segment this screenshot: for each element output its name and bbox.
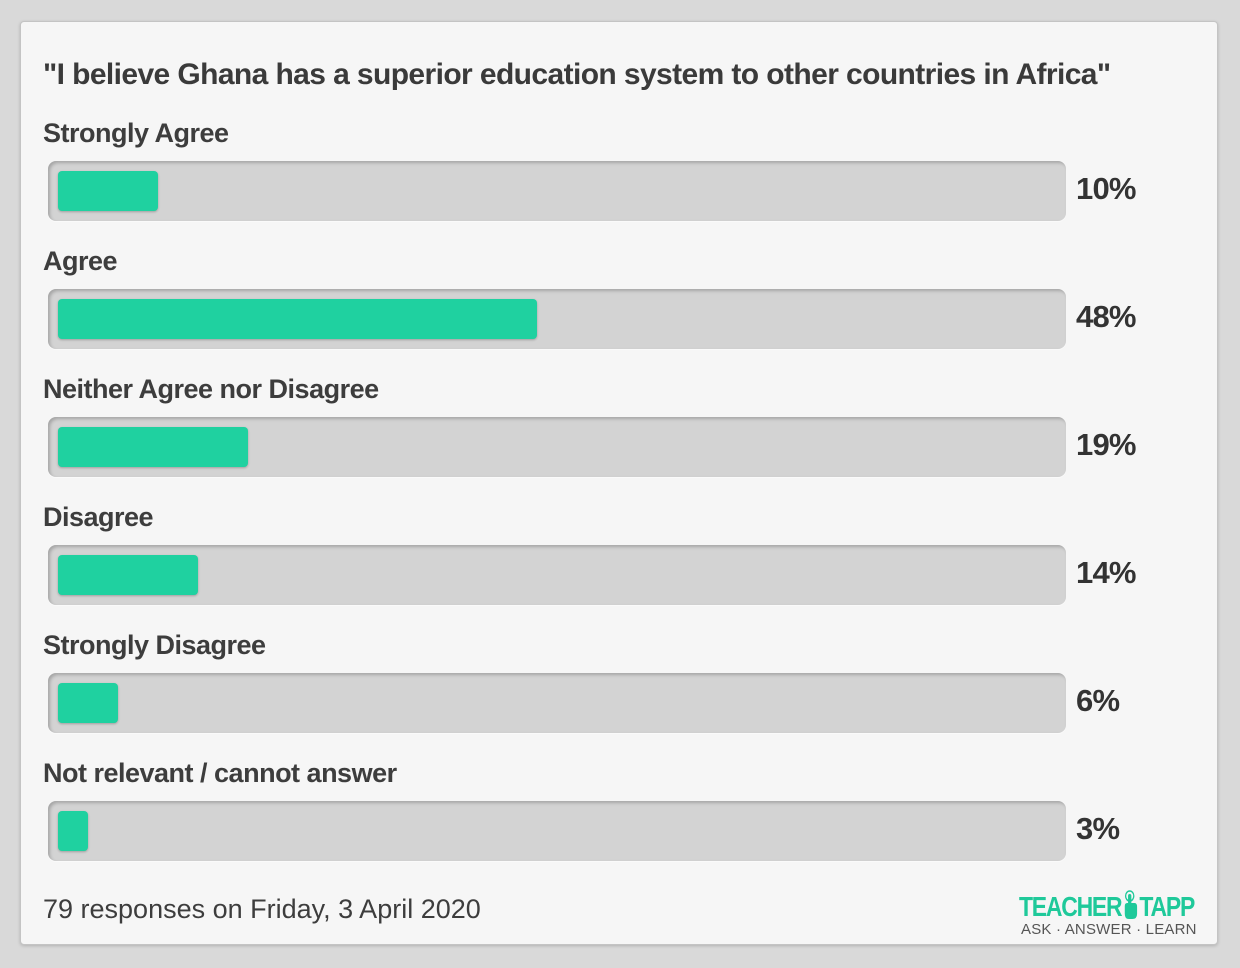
bar-fill xyxy=(58,299,538,339)
logo-wordmark: TEACHER TAPP xyxy=(1019,890,1195,923)
category-label: Strongly Disagree xyxy=(43,630,266,660)
bar-track xyxy=(48,801,1066,861)
bar-row: Strongly Disagree 6% xyxy=(21,630,1217,758)
bar-row: Neither Agree nor Disagree 19% xyxy=(21,374,1217,502)
category-label: Disagree xyxy=(43,502,154,532)
bar-track xyxy=(48,161,1066,221)
logo-text-right: TAPP xyxy=(1139,891,1195,922)
bar-row: Strongly Agree 10% xyxy=(21,118,1217,246)
value-label: 19% xyxy=(1076,427,1136,462)
chart-title: "I believe Ghana has a superior educatio… xyxy=(43,58,1111,91)
bar-track xyxy=(48,289,1066,349)
category-label: Strongly Agree xyxy=(43,118,229,148)
logo-tagline: ASK · ANSWER · LEARN xyxy=(1021,921,1197,938)
bar-fill xyxy=(58,171,158,211)
category-label: Not relevant / cannot answer xyxy=(43,758,397,788)
value-label: 10% xyxy=(1076,171,1136,206)
value-label: 6% xyxy=(1076,683,1120,718)
bar-row: Disagree 14% xyxy=(21,502,1217,630)
value-label: 3% xyxy=(1076,811,1120,846)
bar-track xyxy=(48,673,1066,733)
teacher-tapp-logo: TEACHER TAPP ASK · ANSWER · LEARN xyxy=(1019,878,1199,940)
bar-track xyxy=(48,417,1066,477)
category-label: Agree xyxy=(43,246,118,276)
bar-row: Not relevant / cannot answer 3% xyxy=(21,758,1217,886)
pointing-hand-icon xyxy=(1124,890,1137,919)
category-label: Neither Agree nor Disagree xyxy=(43,374,379,404)
bar-fill xyxy=(58,811,88,851)
survey-card: "I believe Ghana has a superior educatio… xyxy=(20,21,1218,945)
responses-footer: 79 responses on Friday, 3 April 2020 xyxy=(43,894,481,924)
bar-row: Agree 48% xyxy=(21,246,1217,374)
value-label: 48% xyxy=(1076,299,1136,334)
value-label: 14% xyxy=(1076,555,1136,590)
bar-fill xyxy=(58,683,118,723)
bar-fill xyxy=(58,555,198,595)
bar-track xyxy=(48,545,1066,605)
logo-text-left: TEACHER xyxy=(1019,891,1123,922)
bar-fill xyxy=(58,427,248,467)
